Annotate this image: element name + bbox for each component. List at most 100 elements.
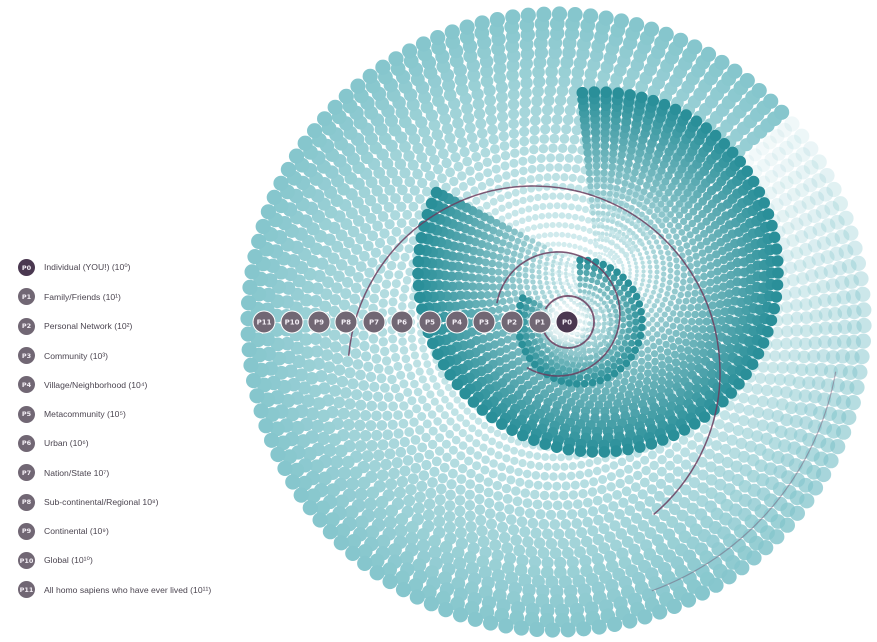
inner-dot xyxy=(658,316,665,323)
outer-dot xyxy=(516,516,528,528)
outer-dot xyxy=(342,276,354,288)
inner-dot xyxy=(471,299,481,309)
outer-dot xyxy=(344,367,356,379)
outer-dot xyxy=(672,442,682,452)
outer-dot xyxy=(574,224,581,231)
inner-dot xyxy=(492,218,501,227)
outer-dot xyxy=(818,293,832,308)
outer-dot xyxy=(771,326,784,339)
outer-dot xyxy=(544,292,548,296)
inner-dot xyxy=(475,282,484,291)
inner-dot xyxy=(686,255,694,263)
inner-dot xyxy=(609,149,618,158)
inner-dot xyxy=(427,337,439,350)
outer-dot xyxy=(446,417,455,426)
inner-dot xyxy=(662,216,670,223)
outer-dot xyxy=(598,503,609,515)
outer-dot xyxy=(555,221,563,228)
outer-dot xyxy=(803,225,818,240)
outer-dot xyxy=(505,212,512,220)
outer-dot xyxy=(790,324,803,337)
outer-dot xyxy=(427,410,437,419)
outer-dot xyxy=(498,618,514,634)
inner-dot xyxy=(629,175,637,183)
inner-dot xyxy=(566,282,570,286)
inner-dot xyxy=(550,263,555,268)
outer-dot xyxy=(453,557,467,571)
inner-dot xyxy=(545,256,550,262)
outer-dot xyxy=(846,304,862,320)
inner-dot xyxy=(489,226,498,235)
outer-dot xyxy=(399,293,408,302)
inner-dot xyxy=(734,155,746,168)
outer-dot xyxy=(680,592,697,608)
inner-dot xyxy=(412,279,425,292)
inner-dot xyxy=(551,281,556,286)
inner-dot xyxy=(661,177,670,186)
inner-dot xyxy=(658,249,664,255)
outer-dot xyxy=(385,504,399,518)
outer-dot xyxy=(655,478,667,490)
inner-dot xyxy=(653,279,659,285)
outer-dot xyxy=(297,135,313,151)
outer-dot xyxy=(729,447,741,459)
outer-dot xyxy=(398,418,409,429)
outer-dot xyxy=(847,319,862,335)
outer-dot xyxy=(466,176,476,186)
outer-dot xyxy=(799,493,815,509)
inner-dot xyxy=(648,307,655,314)
outer-dot xyxy=(437,370,446,378)
outer-dot xyxy=(400,252,410,262)
outer-dot xyxy=(421,584,437,600)
outer-dot xyxy=(434,494,446,506)
outer-dot xyxy=(379,289,390,299)
inner-dot xyxy=(706,261,715,270)
inner-dot xyxy=(651,249,656,255)
outer-dot xyxy=(567,272,572,277)
outer-dot xyxy=(517,449,526,457)
inner-dot xyxy=(670,194,678,202)
outer-dot xyxy=(408,133,421,146)
inner-dot xyxy=(649,316,656,323)
outer-dot xyxy=(369,343,380,354)
inner-dot xyxy=(609,248,613,252)
outer-dot xyxy=(408,201,419,212)
outer-dot xyxy=(558,212,566,219)
inner-dot xyxy=(571,276,575,280)
outer-dot xyxy=(847,240,863,256)
outer-dot xyxy=(780,175,794,190)
outer-dot xyxy=(625,453,635,463)
inner-dot xyxy=(664,306,672,313)
outer-dot xyxy=(241,295,257,311)
inner-dot xyxy=(771,279,784,291)
outer-dot xyxy=(451,435,461,445)
outer-dot xyxy=(566,471,576,481)
outer-dot xyxy=(524,225,531,233)
inner-dot xyxy=(647,264,653,270)
outer-dot xyxy=(786,361,799,375)
inner-dot xyxy=(538,284,544,290)
outer-dot xyxy=(680,484,692,496)
outer-dot xyxy=(328,433,342,446)
outer-dot xyxy=(355,261,367,272)
inner-dot xyxy=(583,148,592,158)
inner-dot xyxy=(666,279,673,286)
outer-dot xyxy=(584,468,593,478)
outer-dot xyxy=(609,520,621,532)
inner-dot xyxy=(476,404,489,416)
core-dot xyxy=(586,290,592,295)
inner-dot xyxy=(699,368,709,378)
inner-dot xyxy=(722,298,732,308)
outer-dot xyxy=(624,475,634,485)
outer-dot xyxy=(473,451,483,460)
outer-dot xyxy=(508,78,521,91)
outer-dot xyxy=(305,371,319,385)
outer-dot xyxy=(535,183,543,192)
inner-dot xyxy=(688,418,701,430)
outer-dot xyxy=(451,546,465,559)
inner-dot xyxy=(621,270,625,274)
inner-dot xyxy=(665,233,672,240)
outer-dot xyxy=(823,264,838,279)
outer-dot xyxy=(787,152,803,168)
inner-dot xyxy=(535,241,542,247)
